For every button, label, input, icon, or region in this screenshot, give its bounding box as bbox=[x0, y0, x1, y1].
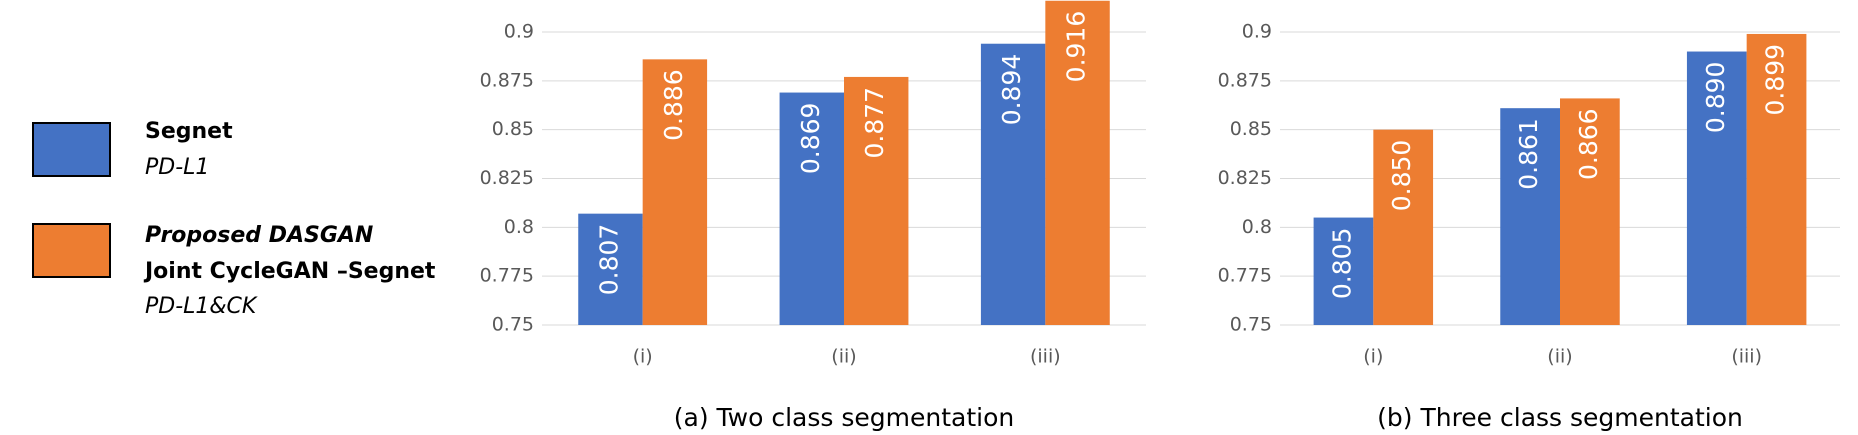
bar bbox=[1500, 108, 1560, 326]
y-tick-label: 0.825 bbox=[480, 167, 534, 189]
value-label: 0.869 bbox=[796, 103, 825, 175]
y-tick-label: 0.775 bbox=[1218, 265, 1272, 287]
y-tick-label: 0.825 bbox=[1218, 167, 1272, 189]
bar bbox=[1373, 129, 1434, 325]
value-label: 0.861 bbox=[1514, 118, 1543, 190]
legend: Segnet PD-L1 Proposed DASGAN Joint Cycle… bbox=[32, 119, 436, 319]
x-tick-label: (ii) bbox=[831, 346, 856, 368]
y-tick-label: 0.75 bbox=[492, 314, 534, 336]
legend-label: PD-L1 bbox=[145, 155, 209, 180]
y-tick-label: 0.9 bbox=[1242, 21, 1272, 43]
bar bbox=[980, 43, 1046, 325]
legend-swatch bbox=[32, 223, 111, 278]
value-label: 0.899 bbox=[1761, 44, 1790, 116]
y-tick-label: 0.775 bbox=[480, 265, 534, 287]
bar bbox=[779, 92, 844, 325]
y-tick-label: 0.85 bbox=[1230, 118, 1272, 140]
value-label: 0.805 bbox=[1327, 228, 1356, 300]
x-tick-label: (iii) bbox=[1030, 346, 1061, 368]
value-label: 0.807 bbox=[594, 224, 623, 296]
y-tick-label: 0.75 bbox=[1230, 314, 1272, 336]
chart-title: (b) Three class segmentation bbox=[1377, 403, 1743, 432]
bar bbox=[578, 213, 643, 325]
y-tick-label: 0.85 bbox=[492, 118, 534, 140]
y-tick-label: 0.8 bbox=[1242, 216, 1272, 238]
value-label: 0.877 bbox=[860, 87, 889, 159]
legend-label: Joint CycleGAN –Segnet bbox=[143, 259, 436, 284]
y-tick-label: 0.875 bbox=[480, 69, 534, 91]
y-tick-label: 0.875 bbox=[1218, 69, 1272, 91]
bar bbox=[844, 76, 909, 325]
x-tick-label: (iii) bbox=[1731, 346, 1762, 368]
x-tick-label: (i) bbox=[633, 346, 653, 368]
value-label: 0.890 bbox=[1701, 62, 1730, 134]
bar bbox=[1686, 51, 1747, 326]
value-label: 0.894 bbox=[997, 54, 1026, 126]
bar bbox=[1746, 33, 1807, 325]
x-tick-label: (i) bbox=[1363, 346, 1383, 368]
value-label: 0.866 bbox=[1574, 108, 1603, 180]
legend-label: PD-L1&CK bbox=[145, 294, 258, 319]
legend-label: Segnet bbox=[145, 119, 233, 144]
value-label: 0.916 bbox=[1062, 11, 1091, 83]
legend-swatch bbox=[32, 122, 111, 177]
bar bbox=[1313, 217, 1374, 325]
x-tick-label: (ii) bbox=[1547, 346, 1572, 368]
bar bbox=[642, 59, 708, 325]
bar bbox=[1560, 98, 1620, 325]
y-tick-label: 0.9 bbox=[504, 21, 534, 43]
y-tick-label: 0.8 bbox=[504, 216, 534, 238]
value-label: 0.850 bbox=[1387, 140, 1416, 212]
legend-label: Proposed DASGAN bbox=[145, 223, 373, 248]
value-label: 0.886 bbox=[659, 69, 688, 141]
bar bbox=[1045, 0, 1110, 325]
chart-title: (a) Two class segmentation bbox=[674, 403, 1014, 432]
